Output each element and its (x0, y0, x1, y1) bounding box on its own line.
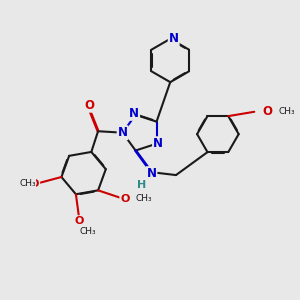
Text: O: O (84, 99, 94, 112)
Text: O: O (262, 105, 272, 118)
Text: O: O (74, 216, 83, 226)
Text: CH₃: CH₃ (80, 227, 96, 236)
Text: N: N (118, 126, 128, 139)
Text: CH₃: CH₃ (279, 107, 296, 116)
Text: H: H (137, 180, 146, 190)
Text: N: N (129, 107, 139, 120)
Text: CH₃: CH₃ (19, 179, 36, 188)
Text: O: O (120, 194, 130, 204)
Text: CH₃: CH₃ (136, 194, 152, 203)
Text: N: N (146, 167, 157, 180)
Text: N: N (153, 137, 163, 150)
Text: O: O (30, 179, 39, 189)
Text: N: N (169, 32, 179, 45)
